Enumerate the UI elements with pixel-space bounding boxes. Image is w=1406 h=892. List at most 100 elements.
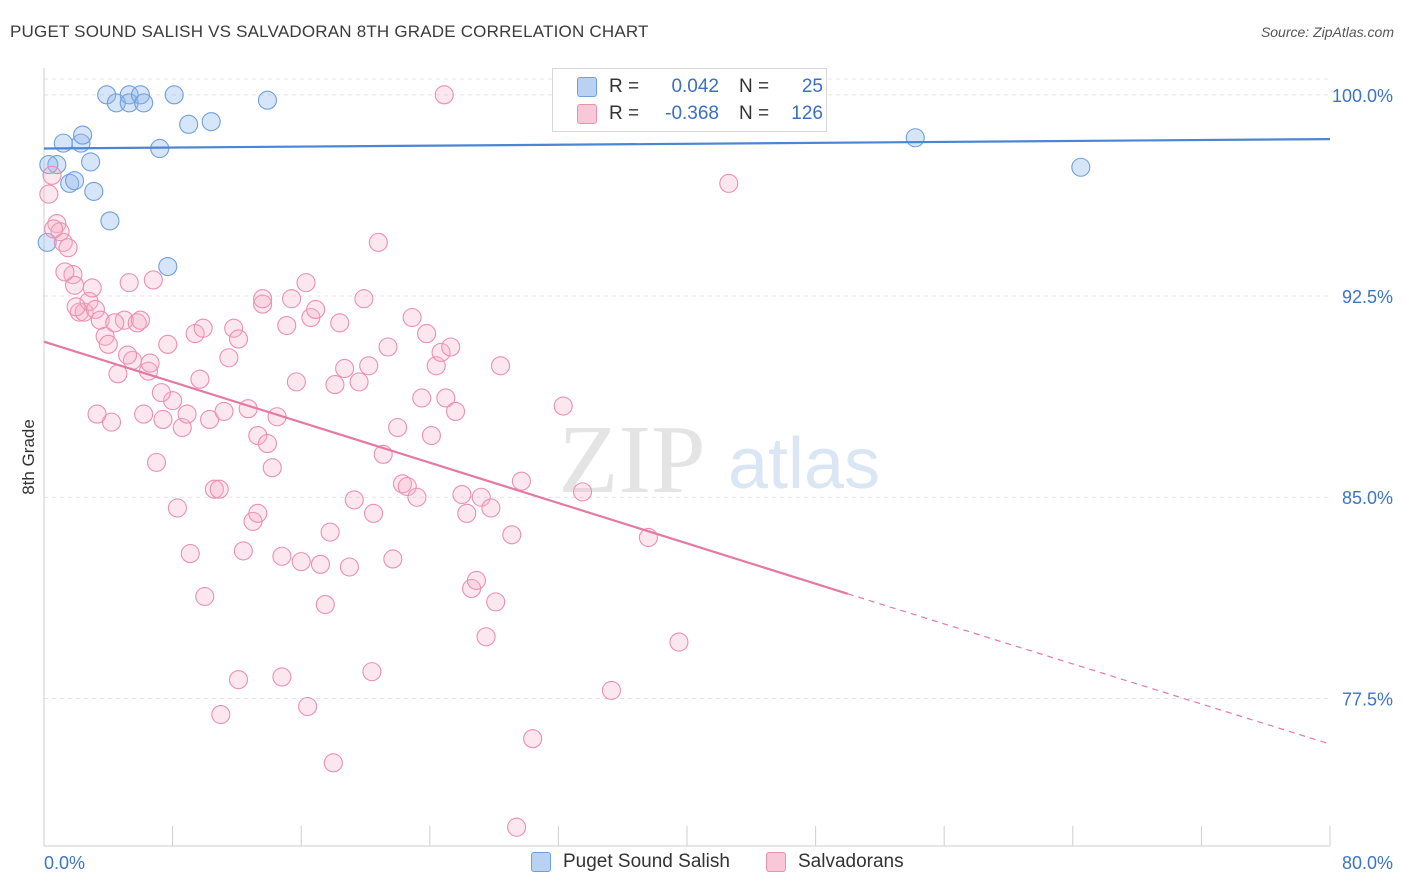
puget-point [179,114,199,134]
salvadoran-point [224,318,244,338]
puget-point [905,128,925,148]
salvadoran-point [163,391,183,411]
series-legend-salvadoran: Salvadorans [766,851,904,873]
puget-point [81,152,101,172]
legend-n-label: N = [739,76,770,97]
puget-trend-line [43,137,1331,150]
y-axis-label: 8th Grade [19,419,38,495]
salvadoran-point [211,704,231,725]
salvadoran-point [200,409,220,429]
legend-row-puget: R = 0.042 N = 25 [577,75,823,99]
series-legend-label: Puget Sound Salish [563,851,730,872]
salvadoran-point [195,586,215,607]
salvadoran-point [233,541,253,561]
puget-point [84,181,104,201]
salvadoran-point [502,525,522,545]
salvadoran-point [127,313,147,333]
salvadoran-point [55,262,75,282]
puget-point [134,93,154,113]
salvadoran-point [277,315,297,336]
puget-point [97,85,117,105]
series-swatch-pink [766,852,786,872]
salvadoran-trend-extension [847,593,1331,745]
salvadoran-point [42,165,62,185]
salvadoran-point [354,289,374,309]
salvadoran-point [130,310,150,330]
salvadoran-point [344,490,364,510]
salvadoran-point [490,356,511,376]
salvadoran-point [481,498,501,518]
salvadoran-point [572,482,593,502]
salvadoran-point [204,479,224,499]
salvadoran-point [412,388,432,408]
salvadoran-point [397,476,417,497]
salvadoran-point [219,348,239,368]
salvadoran-point [388,417,408,438]
salvadoran-point [362,662,382,682]
legend-swatch-blue [577,77,597,97]
salvadoran-point [105,313,125,333]
salvadoran-point [69,302,89,322]
salvadoran-point [457,503,477,523]
salvadoran-point [291,552,311,572]
series-legend-puget: Puget Sound Salish [531,851,730,873]
salvadoran-point [476,627,496,647]
salvadoran-point [82,278,102,298]
salvadoran-point [436,388,456,408]
salvadoran-point [248,503,268,523]
puget-point [73,125,93,145]
salvadoran-point [523,729,543,749]
salvadoran-point [466,570,486,590]
salvadoran-point [486,592,506,612]
points [37,85,1091,837]
salvadoran-point [296,273,316,293]
puget-point [39,155,59,175]
salvadoran-point [383,549,403,569]
salvadoran-point [320,522,340,542]
series-legend: Puget Sound Salish Salvadorans [0,851,1406,877]
salvadoran-point [286,372,306,392]
salvadoran-point [315,595,335,615]
legend-n-value: 126 [791,103,823,124]
salvadoran-point [151,383,171,403]
zipatlas-watermark: ZIP atlas [559,406,881,514]
salvadoran-point [445,401,466,421]
salvadoran-point [402,307,422,328]
legend-r-label: R = [609,76,640,97]
salvadoran-point [330,313,350,333]
salvadoran-point [253,294,273,314]
watermark-atlas: atlas [728,424,880,504]
salvadoran-point [262,458,282,478]
salvadoran-point [719,173,739,193]
salvadoran-point [359,356,379,376]
salvadoran-point [378,337,398,357]
salvadoran-point [146,452,167,472]
salvadoran-point [511,471,531,491]
salvadoran-point [431,342,451,362]
salvadoran-point [368,232,388,252]
salvadoran-point [66,297,86,317]
puget-point [1071,157,1091,177]
salvadoran-point [323,753,343,773]
puget-point [47,155,67,175]
trend-lines [43,137,1331,745]
salvadoran-point [282,289,302,309]
salvadoran-point [452,485,472,505]
series-swatch-blue [531,852,551,872]
y-tick-label: 92.5% [1342,287,1393,307]
watermark-zip: ZIP [559,406,706,514]
salvadoran-point [257,434,277,454]
salvadoran-point [407,487,427,507]
puget-point [119,85,139,105]
salvadoran-point [98,334,118,354]
salvadoran-point [335,358,355,379]
series-legend-label: Salvadorans [798,851,904,872]
salvadoran-point [349,372,369,392]
salvadoran-point [441,337,461,357]
salvadoran-point [421,425,441,446]
salvadoran-point [363,503,384,523]
chart-source: Source: ZipAtlas.com [1260,24,1394,40]
salvadoran-point [306,299,326,319]
salvadoran-point [134,404,154,424]
